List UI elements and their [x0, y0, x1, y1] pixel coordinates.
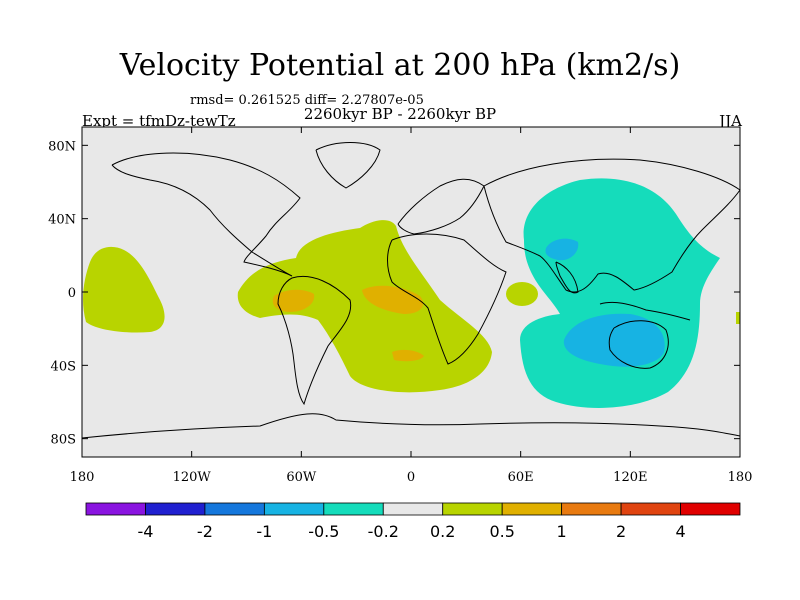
coast-north-america — [111, 152, 301, 277]
negative-core-australia — [563, 313, 665, 367]
coast-africa — [387, 233, 507, 365]
colorbar-box — [263, 502, 325, 516]
orange-core-south-atlantic — [392, 349, 424, 362]
colorbar-box — [442, 502, 503, 516]
colorbar-box — [561, 502, 622, 516]
coast-india — [555, 261, 579, 294]
rmsd-stats: rmsd= 0.261525 diff= 2.27807e-05 — [190, 93, 424, 108]
period-label: 2260kyr BP - 2260kyr BP — [303, 105, 497, 123]
positive-contour-edge — [736, 312, 740, 324]
colorbar-box — [323, 502, 384, 516]
lat-tick-label: 0 — [68, 286, 76, 301]
colorbar-label: 0.5 — [489, 522, 514, 541]
lat-tick-label: 40N — [48, 213, 76, 228]
orange-core-amazon — [272, 289, 315, 312]
lon-tick-label: 0 — [407, 470, 415, 485]
positive-contour-pacific — [83, 246, 165, 333]
colorbar-label: -1 — [256, 522, 272, 541]
lon-tick-label: 60W — [286, 470, 317, 485]
colorbar-label: -0.2 — [368, 522, 399, 541]
lat-tick-label: 80N — [48, 139, 76, 154]
positive-contour-atlantic — [237, 220, 492, 393]
colorbar-label: 0.2 — [430, 522, 455, 541]
colorbar-label: 2 — [616, 522, 626, 541]
colorbar-box — [204, 502, 265, 516]
colorbar-label: -4 — [137, 522, 153, 541]
colorbar-box — [501, 502, 563, 516]
coastlines — [81, 142, 741, 439]
lon-tick-label: 180 — [728, 470, 753, 485]
plot-title: Velocity Potential at 200 hPa (km2/s) — [119, 48, 681, 83]
colorbar-box — [382, 502, 444, 516]
coast-indonesia — [599, 301, 691, 321]
experiment-label: Expt = tfmDz-tewTz — [82, 112, 236, 130]
colorbar: -4 -2 -1 -0.5 -0.2 0.2 0.5 1 2 4 — [85, 502, 741, 541]
axis-ticks: 80N 40N 0 40S 80S 180 120W 60W 0 60E 120E 180 — [48, 127, 752, 485]
lat-tick-label: 80S — [51, 433, 76, 448]
colorbar-box — [85, 502, 146, 516]
colorbar-label: -0.5 — [308, 522, 339, 541]
negative-core-arabia — [545, 238, 579, 261]
lon-tick-label: 120E — [613, 470, 647, 485]
colorbar-label: 1 — [557, 522, 567, 541]
colorbar-box — [145, 502, 206, 516]
positive-contour-indian — [506, 282, 538, 306]
colorbar-box — [680, 502, 741, 516]
coast-south-america — [277, 276, 352, 406]
coast-europe — [397, 178, 485, 235]
coast-greenland — [315, 142, 381, 189]
lon-tick-label: 120W — [173, 470, 212, 485]
coast-asia — [483, 158, 741, 293]
lat-tick-label: 40S — [51, 359, 76, 374]
colorbar-label: -2 — [197, 522, 213, 541]
season-label: JJA — [719, 112, 742, 130]
lon-tick-label: 60E — [508, 470, 534, 485]
colorbar-box — [620, 502, 681, 516]
lon-tick-label: 180 — [70, 470, 95, 485]
colorbar-label: 4 — [675, 522, 685, 541]
coast-antarctica — [81, 413, 741, 439]
coast-australia — [608, 320, 669, 369]
